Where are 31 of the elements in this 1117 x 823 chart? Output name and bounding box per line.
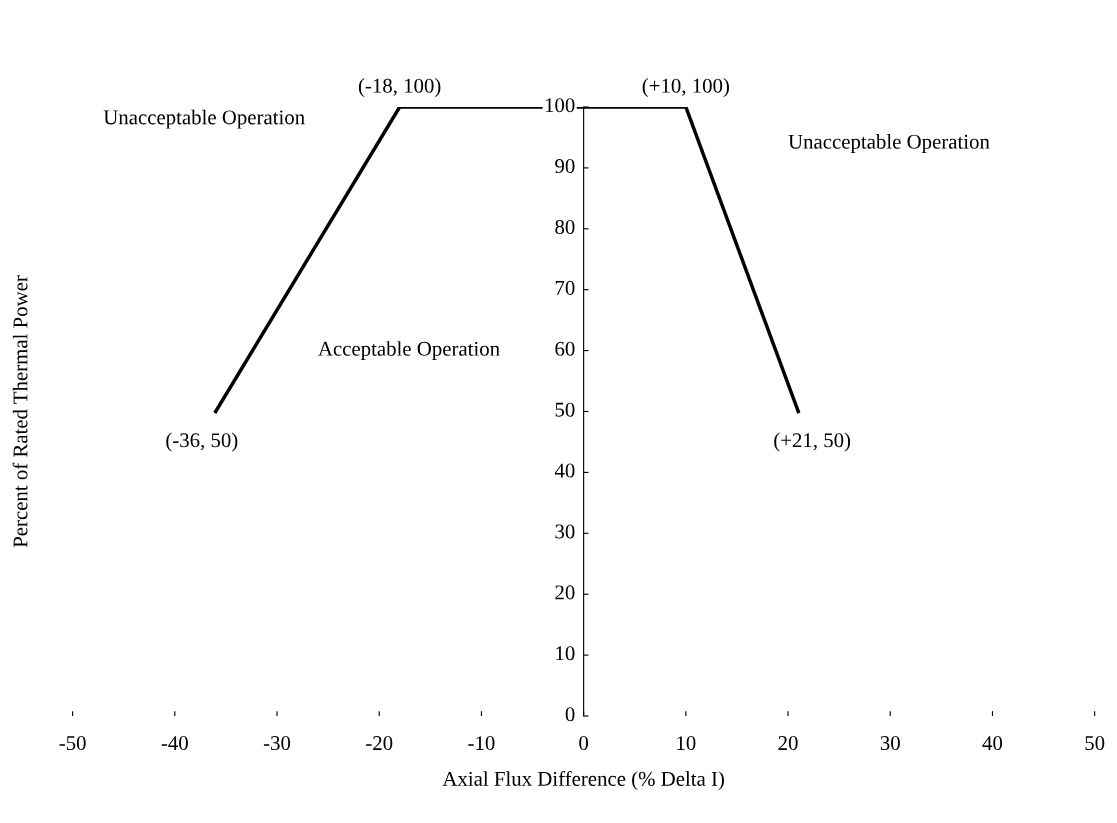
y-tick-label: 90 — [555, 159, 575, 174]
x-tick-label: 30 — [880, 736, 900, 751]
annotation: Acceptable Operation — [318, 341, 500, 361]
data-label: (-18, 100) — [358, 78, 441, 97]
x-tick-label: 20 — [778, 736, 798, 751]
y-axis-title: Percent of Rated Thermal Power — [12, 275, 28, 548]
x-tick-label: 50 — [1085, 736, 1105, 751]
data-label: (-36, 50) — [166, 432, 238, 452]
x-tick-label: -10 — [468, 736, 495, 751]
y-tick-label: 100 — [545, 98, 575, 113]
data-label: (+21, 50) — [774, 432, 851, 452]
x-tick-label: -40 — [161, 736, 188, 751]
x-tick-label: 0 — [579, 736, 589, 751]
x-tick-label: -20 — [366, 736, 393, 751]
y-tick-label: 20 — [555, 585, 575, 600]
y-tick-label: 70 — [555, 280, 575, 295]
y-tick-label: 0 — [565, 707, 575, 722]
x-tick-label: -30 — [263, 736, 291, 751]
y-tick-label: 40 — [554, 463, 575, 478]
y-tick-label: 10 — [556, 646, 575, 661]
annotation: Unacceptable Operation — [103, 109, 305, 129]
x-tick-label: 40 — [982, 736, 1003, 751]
x-axis-title: Axial Flux Difference (% Delta I) — [442, 771, 724, 791]
y-tick-label: 30 — [555, 524, 575, 539]
data-label: (+10, 100) — [642, 78, 729, 97]
y-tick-label: 50 — [555, 402, 575, 417]
x-tick-label: 10 — [677, 736, 696, 751]
x-tick-label: -50 — [59, 736, 86, 751]
y-tick-label: 80 — [555, 219, 575, 235]
annotation: Unacceptable Operation — [788, 134, 990, 153]
y-tick-label: 60 — [555, 341, 575, 356]
